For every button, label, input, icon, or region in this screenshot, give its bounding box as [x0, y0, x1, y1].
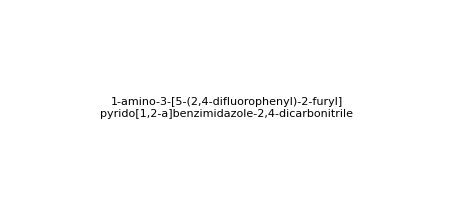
Text: 1-amino-3-[5-(2,4-difluorophenyl)-2-furyl]
pyrido[1,2-a]benzimidazole-2,4-dicarb: 1-amino-3-[5-(2,4-difluorophenyl)-2-fury… [100, 97, 354, 119]
